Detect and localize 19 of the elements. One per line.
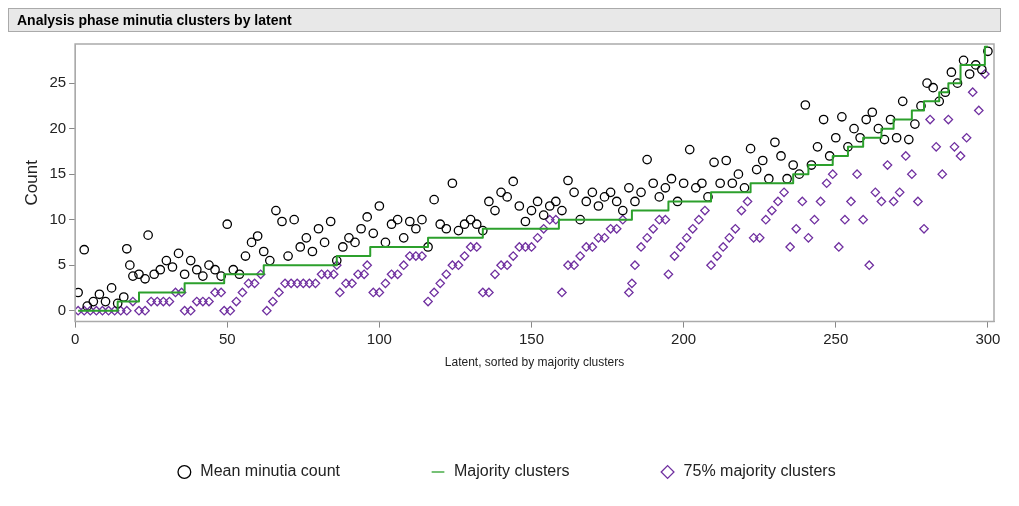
- y-tick-label: 0: [57, 300, 67, 318]
- x-tick-label: 0: [70, 329, 80, 347]
- legend-label: Majority clusters: [454, 462, 570, 480]
- x-axis-title: Latent, sorted by majority clusters: [444, 355, 625, 370]
- chart-title: Analysis phase minutia clusters by latent: [8, 8, 1001, 32]
- x-tick-label: 250: [823, 329, 849, 347]
- legend-label: 75% majority clusters: [683, 462, 836, 480]
- y-tick-label: 5: [57, 255, 67, 273]
- legend-label: Mean minutia count: [200, 462, 341, 480]
- x-tick-label: 150: [518, 329, 545, 347]
- y-tick-label: 10: [49, 209, 67, 227]
- x-tick-label: 300: [975, 329, 1001, 347]
- y-axis-title: Count: [21, 159, 41, 206]
- x-tick-label: 100: [366, 329, 392, 347]
- x-tick-label: 200: [671, 329, 697, 347]
- x-tick-label: 50: [218, 329, 236, 347]
- y-tick-label: 20: [49, 118, 67, 136]
- y-tick-label: 25: [49, 73, 67, 91]
- y-tick-label: 15: [49, 164, 67, 182]
